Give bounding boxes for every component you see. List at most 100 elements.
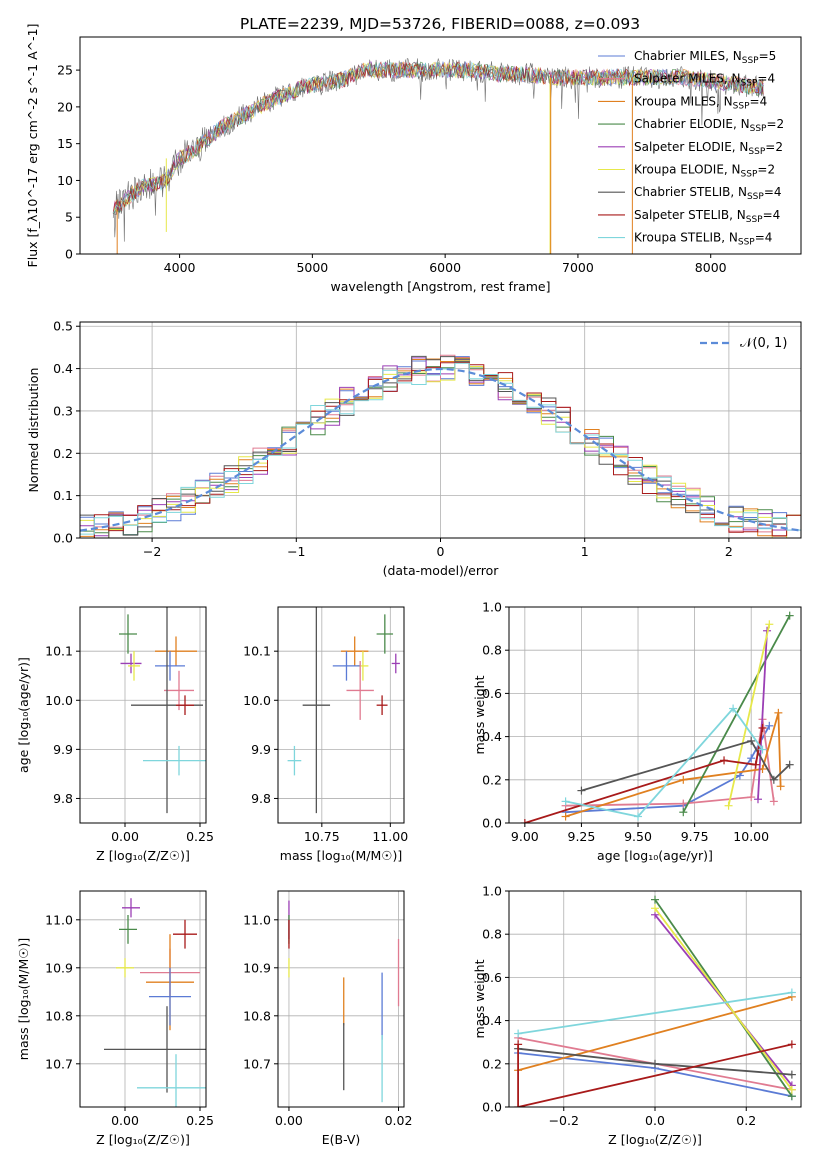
- errorbar-point: [173, 919, 197, 949]
- mass-weight-marker: [634, 812, 643, 821]
- y-tick-label: 10.7: [45, 1056, 73, 1071]
- y-tick-label: 10.1: [243, 644, 271, 659]
- y-tick-label: 0.0: [482, 1100, 502, 1115]
- mass-vs-age-plot-area: [287, 607, 400, 814]
- mass-weight-line: [565, 725, 771, 814]
- mass-weight-marker: [785, 611, 794, 620]
- errorbar-point: [137, 1054, 206, 1107]
- errorbar-point: [302, 607, 331, 814]
- x-tick-label: 2: [725, 544, 733, 559]
- mass-weight-marker: [765, 721, 774, 730]
- model-spectrum-line: [113, 61, 764, 215]
- x-tick-label: 0.00: [111, 829, 139, 844]
- x-axis-label: (data-model)/error: [383, 563, 500, 578]
- mass-weight-marker: [679, 775, 688, 784]
- mass-weight-line: [727, 624, 771, 806]
- y-tick-label: 10.8: [45, 1008, 73, 1023]
- legend-label: Chabrier MILES, NSSP=5: [634, 49, 776, 66]
- y-tick-label: 0.8: [482, 927, 502, 942]
- mass-weight-line: [565, 707, 764, 818]
- errorbar-point: [119, 915, 137, 944]
- errorbar-point: [122, 898, 140, 918]
- x-tick-label: 0.02: [385, 1113, 413, 1128]
- mass-weight-marker: [651, 895, 659, 904]
- x-tick-label: 7000: [562, 260, 594, 275]
- residual-histogram-step: [80, 362, 801, 538]
- y-tick-label: 0.4: [482, 729, 502, 744]
- y-tick-label: 0.6: [482, 970, 502, 985]
- ebv-vs-mass-plot-area: [288, 900, 400, 1103]
- x-axis-label: Z [log₁₀(Z/Z☉)]: [96, 1132, 190, 1147]
- axes-frame: [79, 606, 207, 824]
- mass-weight-marker: [651, 1059, 659, 1068]
- y-axis-label: mass weight: [472, 675, 487, 754]
- mass-weight-marker: [747, 736, 756, 745]
- x-tick-label: 0.00: [275, 1113, 303, 1128]
- axes-frame: [79, 890, 207, 1108]
- x-tick-label: 5000: [296, 260, 328, 275]
- errorbar-point: [104, 1006, 206, 1093]
- x-tick-label: −0.2: [549, 1113, 579, 1128]
- x-axis-label: age [log₁₀(age/yr)]: [597, 848, 713, 863]
- y-tick-label: 10.9: [243, 960, 271, 975]
- mass-weight-marker: [747, 754, 756, 763]
- x-axis-label: mass [log₁₀(M/M☉)]: [280, 848, 402, 863]
- y-tick-label: 10: [57, 173, 73, 188]
- z-weights-plot-area: [514, 895, 796, 1107]
- y-tick-label: 0.0: [53, 531, 73, 546]
- mass-weight-marker: [758, 723, 767, 732]
- axes-frame: [277, 606, 405, 824]
- mass-weight-marker: [729, 704, 738, 713]
- x-tick-label: −2: [143, 544, 161, 559]
- legend-label: Kroupa STELIB, NSSP=4: [634, 231, 772, 248]
- y-tick-label: 10.0: [45, 693, 73, 708]
- x-tick-label: 9.50: [624, 829, 652, 844]
- errorbar-point: [376, 614, 394, 654]
- legend-label: Salpeter ELODIE, NSSP=2: [634, 140, 783, 157]
- age-weights-plot-area: [520, 611, 794, 823]
- mass-weight-marker: [514, 1029, 523, 1038]
- errorbar-point: [128, 651, 140, 681]
- x-axis-label: wavelength [Angstrom, rest frame]: [330, 279, 550, 294]
- z-vs-mass-plot-area: [104, 898, 206, 1107]
- y-tick-label: 0.4: [53, 361, 73, 376]
- figure-title: PLATE=2239, MJD=53726, FIBERID=0088, z=0…: [240, 15, 640, 33]
- z-vs-age-plot-area: [119, 607, 206, 814]
- mass-weight-marker: [561, 812, 570, 821]
- y-tick-label: 0.0: [482, 816, 502, 831]
- x-tick-label: 11.00: [372, 829, 408, 844]
- x-tick-label: 9.75: [681, 829, 709, 844]
- ebv-vs-mass-panel: 0.00 0.02 10.7 10.8 10.9 11.0 E(B-V): [243, 890, 413, 1147]
- residual-histogram-step: [80, 355, 801, 538]
- mass-weight-marker: [679, 808, 688, 817]
- x-tick-label: 10.75: [304, 829, 340, 844]
- residuals-plot-area: [80, 354, 801, 538]
- mass-weight-marker: [787, 1085, 796, 1094]
- mass-vs-age-panel: 10.75 11.00 9.8 9.9 10.0 10.1 mass [log₁₀(M/M☉…: [243, 606, 408, 863]
- mass-weight-marker: [651, 904, 659, 913]
- legend-label: 𝒩(0, 1): [740, 336, 787, 351]
- mass-weight-marker: [774, 708, 783, 717]
- mass-weight-marker: [787, 1040, 796, 1049]
- x-axis-label: E(B-V): [322, 1132, 361, 1147]
- y-tick-label: 0.3: [53, 403, 73, 418]
- y-tick-label: 11.0: [243, 912, 271, 927]
- normal-distribution-curve: [80, 367, 801, 532]
- y-tick-label: 11.0: [45, 912, 73, 927]
- z-vs-mass-panel: 0.00 0.25 10.7 10.8 10.9 11.0 Z [log₁₀(Z/Z☉)] m…: [16, 890, 214, 1147]
- y-tick-label: 10.8: [243, 1008, 271, 1023]
- spectrum-plot-area: [112, 57, 764, 254]
- x-tick-label: 9.00: [511, 829, 539, 844]
- x-tick-label: 0.2: [736, 1113, 756, 1128]
- model-spectrum-line: [112, 62, 764, 214]
- mass-weight-marker: [776, 782, 785, 791]
- errorbar-point: [164, 670, 194, 711]
- y-tick-label: 0.2: [482, 1056, 502, 1071]
- errorbar-point: [391, 653, 400, 674]
- y-tick-label: 1.0: [482, 884, 502, 899]
- errorbar-point: [149, 967, 191, 1026]
- errorbar-point: [332, 651, 361, 681]
- z-weights-panel: −0.2 0.0 0.2 0.0 0.2 0.4 0.6 0.8 1.0 Z [log₁₀(Z/Z…: [472, 884, 802, 1147]
- y-tick-label: 5: [65, 210, 73, 225]
- y-tick-label: 9.8: [251, 791, 271, 806]
